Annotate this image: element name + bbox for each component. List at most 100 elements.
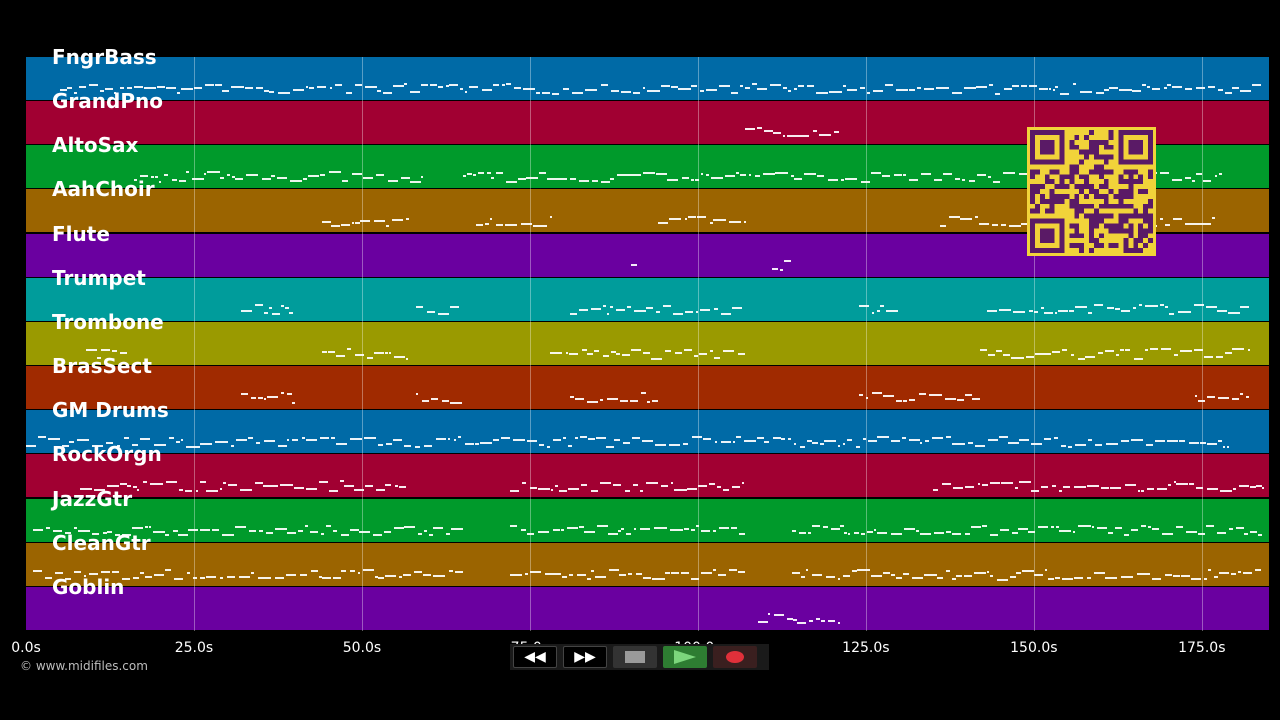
note <box>76 439 89 442</box>
note <box>1173 481 1176 484</box>
note <box>38 436 47 439</box>
note <box>1205 305 1217 308</box>
transport-bar: ◀◀ ▶▶ <box>510 644 769 670</box>
note <box>1238 571 1242 574</box>
note <box>143 87 157 90</box>
note <box>1003 171 1016 174</box>
note <box>220 176 225 179</box>
note <box>1000 223 1006 226</box>
note <box>459 87 463 90</box>
note <box>509 574 522 577</box>
note <box>228 483 237 486</box>
note <box>546 177 556 180</box>
note <box>669 443 680 446</box>
note <box>1246 395 1249 398</box>
note <box>924 439 930 442</box>
note <box>992 224 998 227</box>
note <box>757 87 768 90</box>
note <box>1247 349 1250 352</box>
note <box>1172 178 1182 181</box>
note <box>600 181 611 184</box>
stop-button[interactable] <box>613 646 657 668</box>
note <box>607 533 619 536</box>
note <box>320 533 325 536</box>
record-button[interactable] <box>713 646 757 668</box>
note <box>675 351 683 354</box>
note <box>948 398 957 401</box>
note <box>196 489 199 492</box>
fast-forward-button[interactable]: ▶▶ <box>563 646 607 668</box>
note <box>583 530 595 533</box>
note <box>1199 441 1207 444</box>
note <box>316 85 327 88</box>
note <box>843 85 847 88</box>
note <box>330 86 333 89</box>
note <box>843 532 848 535</box>
note <box>1203 180 1211 183</box>
note <box>1218 572 1229 575</box>
note <box>596 436 606 439</box>
note <box>339 480 344 483</box>
note <box>574 397 585 400</box>
note <box>207 171 220 174</box>
note <box>45 576 52 579</box>
note <box>877 310 880 313</box>
note <box>590 490 599 493</box>
note <box>185 445 193 448</box>
note <box>538 444 544 447</box>
note <box>165 569 171 572</box>
note <box>1228 528 1233 531</box>
note <box>939 224 947 227</box>
note <box>238 576 251 579</box>
note <box>713 308 719 311</box>
note <box>54 571 63 574</box>
note <box>74 571 81 574</box>
note <box>286 532 296 535</box>
note <box>714 441 718 444</box>
note <box>1138 489 1141 492</box>
note <box>619 573 626 576</box>
note <box>840 178 844 181</box>
note <box>349 570 356 573</box>
note <box>816 175 825 178</box>
note <box>1145 349 1148 352</box>
note <box>737 570 745 573</box>
note <box>657 221 668 224</box>
note <box>684 217 688 220</box>
track-label-gm-drums: GM Drums <box>52 398 169 423</box>
rewind-button[interactable]: ◀◀ <box>513 646 557 668</box>
note <box>668 217 681 220</box>
track-label-trumpet: Trumpet <box>52 265 146 290</box>
note <box>215 83 223 86</box>
note <box>779 268 784 271</box>
note <box>1227 312 1241 315</box>
note <box>931 436 943 439</box>
play-button[interactable] <box>663 646 707 668</box>
note <box>354 222 360 225</box>
note <box>851 570 858 573</box>
note <box>303 178 308 181</box>
note <box>606 445 614 448</box>
note <box>764 441 769 444</box>
time-tick-label: 175.0s <box>1178 640 1226 656</box>
note <box>1075 305 1087 308</box>
note <box>566 527 578 529</box>
note <box>321 220 331 223</box>
note <box>586 400 598 403</box>
note <box>553 573 562 576</box>
note <box>1166 84 1171 87</box>
note <box>1097 526 1107 529</box>
note <box>226 576 236 579</box>
note <box>690 84 698 87</box>
note <box>143 480 148 483</box>
note <box>298 529 303 532</box>
note <box>537 487 550 490</box>
note <box>975 86 988 89</box>
note <box>815 618 821 621</box>
note <box>415 392 419 395</box>
note <box>964 87 976 90</box>
note <box>398 576 402 579</box>
note <box>393 84 405 87</box>
note <box>1010 357 1024 360</box>
note <box>569 574 574 577</box>
